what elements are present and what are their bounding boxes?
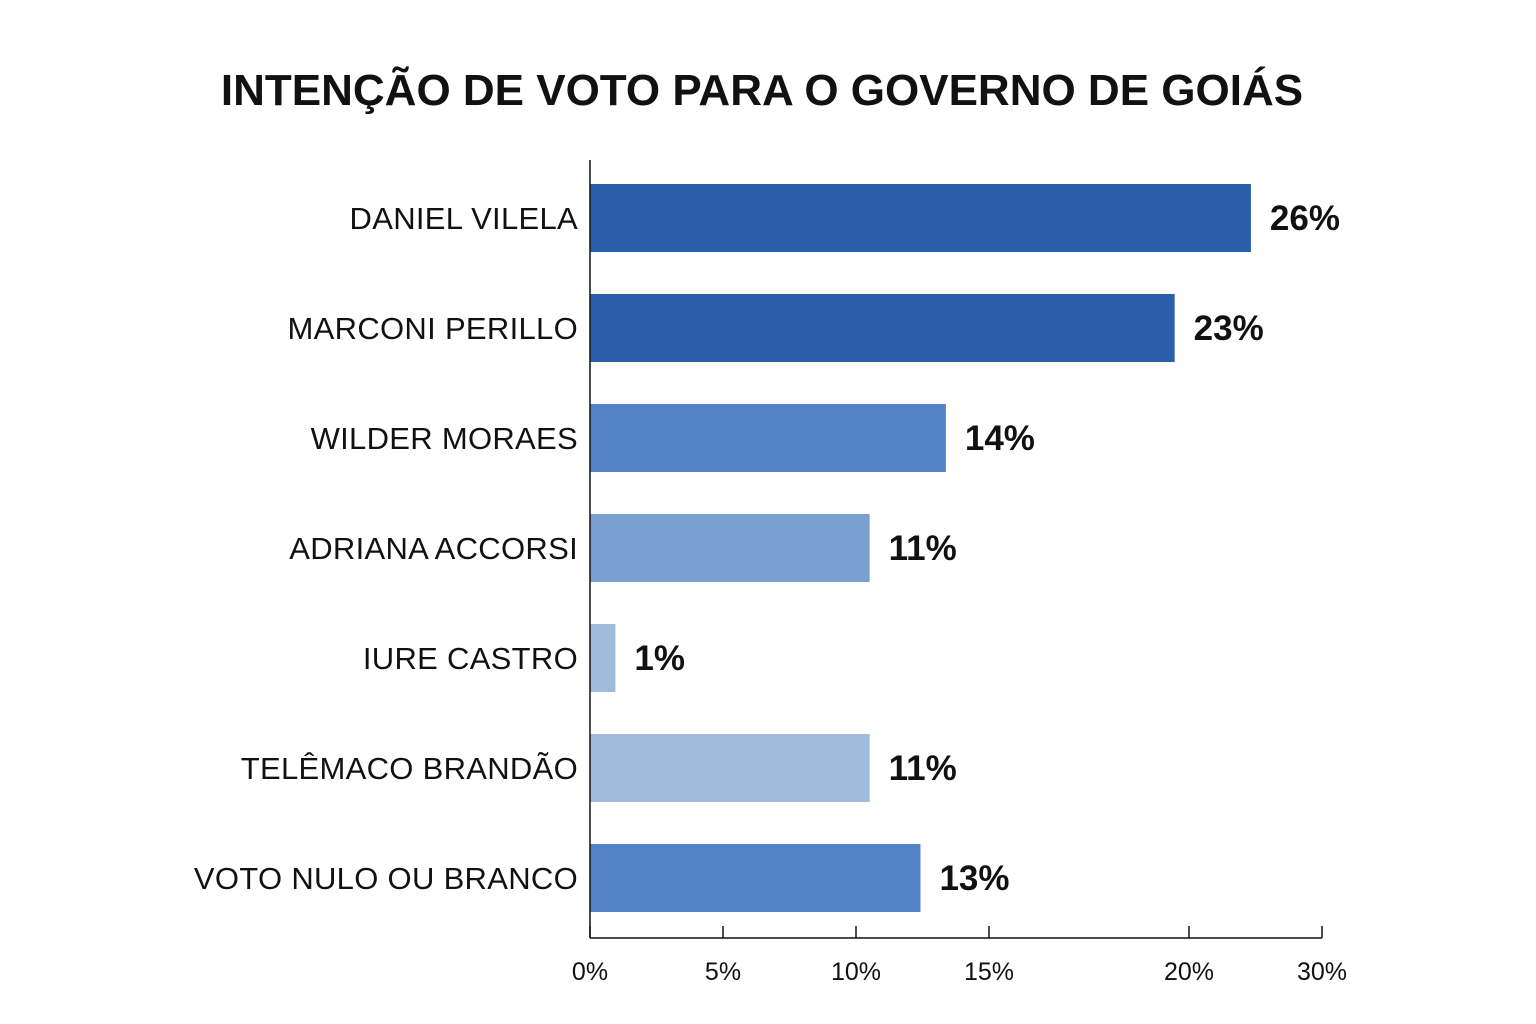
x-tick-label: 10%: [831, 958, 881, 986]
category-label-iure-castro: IURE CASTRO: [363, 641, 578, 676]
bar-voto-nulo-ou-branco: [590, 844, 921, 912]
value-label-voto-nulo-ou-branco: 13%: [939, 859, 1009, 898]
chart-title: INTENÇÃO DE VOTO PARA O GOVERNO DE GOIÁS: [221, 65, 1303, 115]
value-label-iure-castro: 1%: [634, 639, 685, 678]
bar-adriana-accorsi: [590, 514, 870, 582]
x-axis-ticks: 0% 5% 10% 15% 20% 30%: [572, 926, 1347, 986]
bar-wilder-moraes: [590, 404, 946, 472]
x-tick-label: 15%: [964, 958, 1014, 986]
category-label-voto-nulo-ou-branco: VOTO NULO OU BRANCO: [194, 861, 578, 896]
value-label-wilder-moraes: 14%: [965, 419, 1035, 458]
category-label-telemaco-brandao: TELÊMACO BRANDÃO: [241, 751, 578, 786]
value-label-marconi-perillo: 23%: [1194, 309, 1264, 348]
bar-iure-castro: [590, 624, 616, 692]
category-label-daniel-vilela: DANIEL VILELA: [350, 201, 578, 236]
bar-telemaco-brandao: [590, 734, 870, 802]
x-tick-label: 30%: [1297, 958, 1347, 986]
bar-marconi-perillo: [590, 294, 1175, 362]
category-label-adriana-accorsi: ADRIANA ACCORSI: [289, 531, 578, 566]
x-tick-label: 5%: [705, 958, 741, 986]
x-tick-label: 0%: [572, 958, 608, 986]
value-label-adriana-accorsi: 11%: [889, 529, 957, 568]
value-label-daniel-vilela: 26%: [1270, 199, 1340, 238]
bar-daniel-vilela: [590, 184, 1251, 252]
category-label-marconi-perillo: MARCONI PERILLO: [288, 311, 578, 346]
category-label-wilder-moraes: WILDER MORAES: [311, 421, 578, 456]
bars-group: DANIEL VILELA 26% MARCONI PERILLO 23% WILDER…: [194, 184, 1340, 912]
x-tick-label: 20%: [1164, 958, 1214, 986]
value-label-telemaco-brandao: 11%: [889, 749, 957, 788]
